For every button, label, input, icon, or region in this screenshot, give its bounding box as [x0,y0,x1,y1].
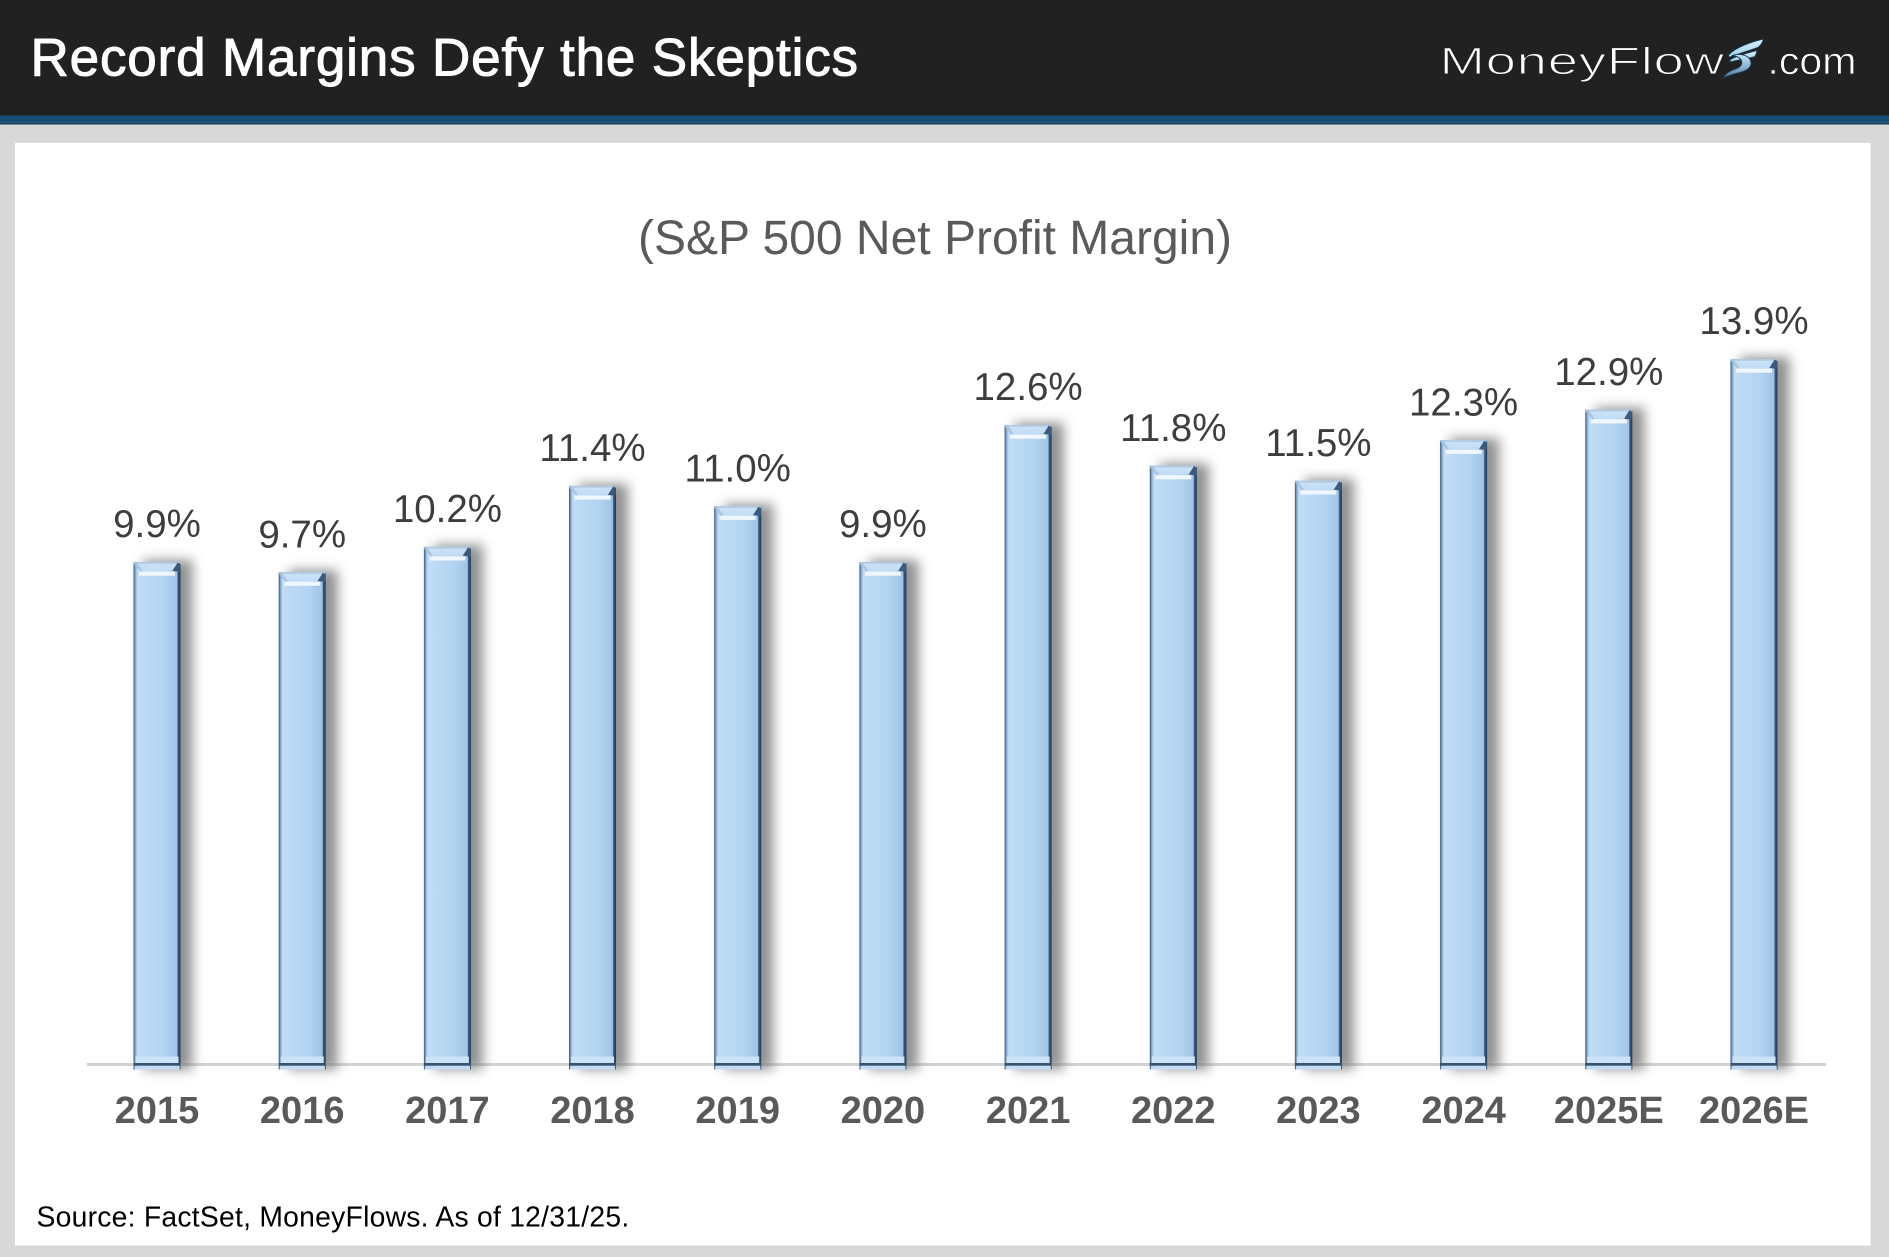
svg-text:2020: 2020 [841,1090,926,1132]
svg-text:Record Margins Defy the Skepti: Record Margins Defy the Skeptics [31,29,859,88]
svg-text:11.0%: 11.0% [685,447,791,490]
svg-text:2017: 2017 [405,1090,490,1132]
svg-text:9.7%: 9.7% [258,513,346,556]
svg-text:11.4%: 11.4% [539,427,645,470]
svg-text:2023: 2023 [1276,1090,1361,1132]
svg-text:13.9%: 13.9% [1699,300,1808,343]
svg-text:12.6%: 12.6% [974,366,1083,409]
svg-text:(S&P 500 Net Profit Margin): (S&P 500 Net Profit Margin) [638,212,1232,265]
svg-text:12.3%: 12.3% [1409,381,1518,424]
svg-text:9.9%: 9.9% [113,503,201,546]
svg-text:9.9%: 9.9% [839,503,927,546]
svg-text:Source: FactSet, MoneyFlows. A: Source: FactSet, MoneyFlows. As of 12/31… [37,1201,630,1233]
svg-text:11.5%: 11.5% [1265,422,1371,465]
svg-text:2024: 2024 [1421,1090,1506,1132]
svg-text:MoneyFlow: MoneyFlow [1440,39,1726,82]
svg-text:2026E: 2026E [1699,1090,1809,1132]
svg-text:2021: 2021 [986,1090,1071,1132]
svg-text:2019: 2019 [695,1090,780,1132]
svg-text:2018: 2018 [550,1090,635,1132]
svg-text:11.8%: 11.8% [1120,407,1226,450]
svg-text:2015: 2015 [115,1090,200,1132]
svg-text:2016: 2016 [260,1090,345,1132]
svg-text:2022: 2022 [1131,1090,1216,1132]
svg-text:.com: .com [1768,40,1857,82]
svg-text:10.2%: 10.2% [393,488,502,531]
svg-text:12.9%: 12.9% [1554,351,1663,394]
svg-text:2025E: 2025E [1554,1090,1664,1132]
